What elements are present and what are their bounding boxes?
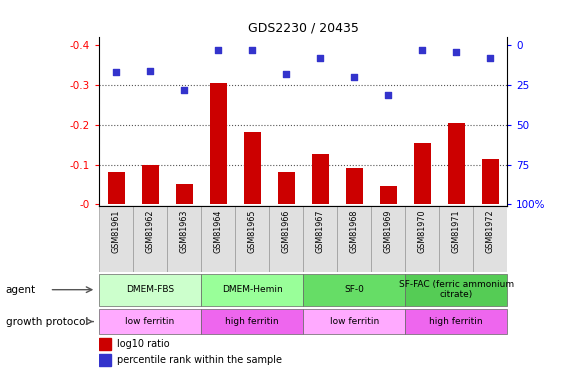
Bar [167, 206, 201, 272]
Text: growth protocol: growth protocol [6, 316, 88, 327]
Point [451, 49, 461, 55]
Bar [337, 206, 371, 272]
Point [384, 92, 393, 98]
Text: SF-0: SF-0 [344, 285, 364, 294]
Text: DMEM-FBS: DMEM-FBS [126, 285, 174, 294]
Text: GSM81964: GSM81964 [213, 210, 223, 253]
Bar [201, 206, 235, 272]
Text: GSM81968: GSM81968 [350, 210, 359, 253]
Bar [482, 159, 498, 204]
Text: GSM81965: GSM81965 [248, 210, 257, 253]
Text: high ferritin: high ferritin [226, 317, 279, 326]
Point [111, 69, 121, 75]
Text: GSM81969: GSM81969 [384, 210, 393, 253]
Bar [201, 309, 303, 334]
Bar [133, 206, 167, 272]
Bar [278, 172, 294, 204]
Bar [405, 309, 507, 334]
Bar [269, 206, 303, 272]
Bar [380, 186, 396, 204]
Text: percentile rank within the sample: percentile rank within the sample [118, 355, 283, 365]
Text: GSM81963: GSM81963 [180, 210, 189, 253]
Text: GSM81967: GSM81967 [315, 210, 325, 253]
Bar [201, 274, 303, 306]
Text: low ferritin: low ferritin [329, 317, 379, 326]
Text: GSM81970: GSM81970 [417, 210, 427, 253]
Bar [303, 206, 337, 272]
Text: log10 ratio: log10 ratio [118, 339, 170, 349]
Point [213, 47, 223, 53]
Bar [142, 165, 159, 204]
Title: GDS2230 / 20435: GDS2230 / 20435 [248, 22, 359, 35]
Bar [439, 206, 473, 272]
Bar [473, 206, 507, 272]
Bar [312, 154, 329, 204]
Point [486, 55, 495, 61]
Bar [99, 309, 201, 334]
Bar [414, 143, 431, 204]
Bar [99, 274, 201, 306]
Point [282, 71, 291, 77]
Bar [235, 206, 269, 272]
Point [247, 47, 257, 53]
Text: GSM81972: GSM81972 [486, 210, 495, 253]
Bar [210, 83, 227, 204]
Text: GSM81961: GSM81961 [111, 210, 121, 253]
Text: high ferritin: high ferritin [430, 317, 483, 326]
Bar [371, 206, 405, 272]
Bar [99, 206, 133, 272]
Bar [405, 274, 507, 306]
Text: low ferritin: low ferritin [125, 317, 175, 326]
Bar [99, 354, 111, 366]
Text: SF-FAC (ferric ammonium
citrate): SF-FAC (ferric ammonium citrate) [399, 280, 514, 299]
Text: DMEM-Hemin: DMEM-Hemin [222, 285, 283, 294]
Bar [175, 184, 192, 204]
Text: GSM81962: GSM81962 [146, 210, 154, 253]
Bar [448, 123, 465, 204]
Point [146, 68, 155, 74]
Text: GSM81971: GSM81971 [452, 210, 461, 253]
Bar [244, 132, 261, 204]
Point [180, 87, 189, 93]
Text: agent: agent [6, 285, 36, 295]
Point [349, 74, 359, 80]
Text: GSM81966: GSM81966 [282, 210, 291, 253]
Bar [108, 172, 125, 204]
Point [417, 47, 427, 53]
Bar [303, 309, 405, 334]
Point [315, 55, 325, 61]
Bar [405, 206, 439, 272]
Bar [303, 274, 405, 306]
Bar [346, 168, 363, 204]
Bar [99, 338, 111, 350]
